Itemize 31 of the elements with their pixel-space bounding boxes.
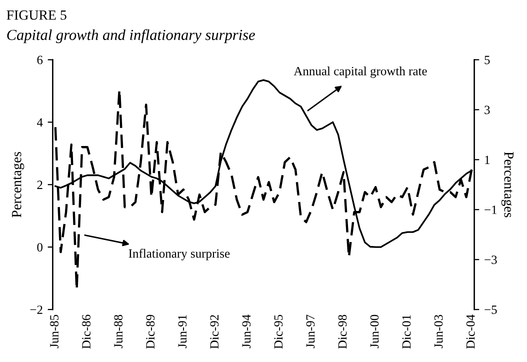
y2-tick-label: −3 bbox=[484, 256, 497, 264]
x-tick-label: Jun-94 bbox=[242, 314, 251, 348]
y2-axis-title: Percentages bbox=[501, 152, 514, 218]
y2-tick-label: 5 bbox=[484, 56, 490, 64]
x-tick-label: Jun-85 bbox=[50, 314, 58, 348]
x-tick-label: Dic-04 bbox=[466, 314, 475, 349]
y-tick-label: 2 bbox=[37, 180, 42, 189]
x-tick-label: Jun-97 bbox=[306, 314, 315, 348]
y2-tick-label: 3 bbox=[484, 106, 490, 114]
x-tick-label: Dic-86 bbox=[82, 314, 91, 349]
x-tick-label: Dic-98 bbox=[338, 314, 347, 349]
x-tick-label: Dic-95 bbox=[274, 314, 283, 349]
x-tick-label: Jun-91 bbox=[178, 315, 187, 348]
x-tick-label: Jun-88 bbox=[114, 314, 123, 348]
y-tick-label: 6 bbox=[37, 56, 43, 64]
y-tick-label: 0 bbox=[37, 243, 42, 252]
x-tick-label: Dic-01 bbox=[402, 315, 411, 349]
chart-subtitle: Capital growth and inflationary surprise bbox=[7, 29, 255, 44]
y2-tick-label: −1 bbox=[484, 206, 497, 214]
annotation: Inflationary surprise bbox=[128, 248, 230, 260]
x-tick-label: Dic-92 bbox=[210, 315, 219, 349]
annotation: Annual capital growth rate bbox=[294, 66, 427, 78]
y2-tick-label: −5 bbox=[484, 306, 497, 314]
chart-title: FIGURE 5 bbox=[6, 10, 66, 20]
y-axis-title: Percentages bbox=[12, 152, 24, 218]
y2-tick-label: 1 bbox=[485, 156, 490, 164]
x-tick-label: Dic-89 bbox=[146, 314, 155, 349]
x-tick-label: Jun-00 bbox=[370, 314, 379, 348]
x-tick-label: Jun-03 bbox=[434, 314, 443, 348]
y-tick-label: −2 bbox=[30, 306, 42, 314]
y-tick-label: 4 bbox=[36, 118, 43, 127]
